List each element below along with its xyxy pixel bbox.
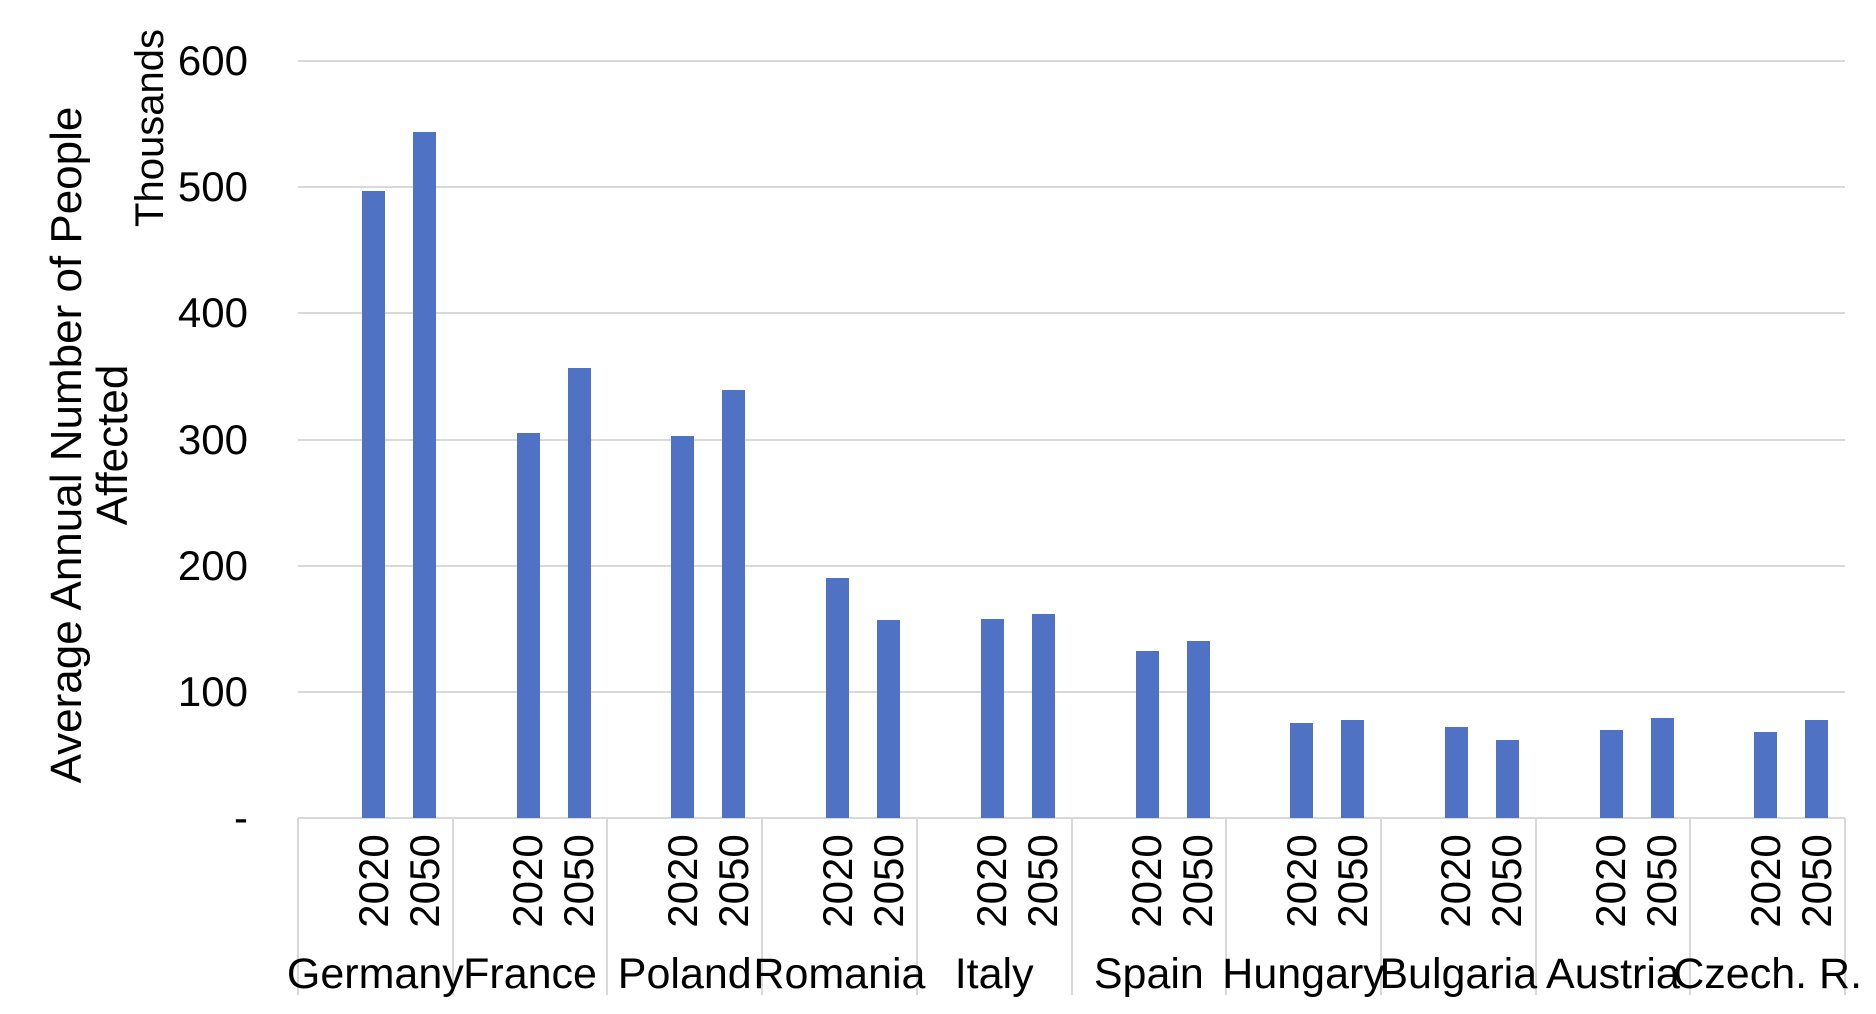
x-year-label: 2050	[1019, 834, 1067, 928]
x-country-label: Poland	[617, 950, 752, 998]
bar-2020	[516, 433, 540, 818]
x-year-label: 2050	[1638, 834, 1686, 928]
x-country-label: Spain	[1093, 950, 1204, 998]
category-separator	[1070, 818, 1073, 995]
category-separator	[1534, 818, 1537, 995]
y-gridline	[298, 564, 1845, 567]
category-separator	[1225, 818, 1228, 995]
bar-2020	[826, 578, 850, 818]
bar-2050	[1031, 613, 1055, 818]
category-separator	[1689, 818, 1692, 995]
category-separator	[606, 818, 609, 995]
x-year-label: 2050	[864, 834, 912, 928]
x-country-label: Italy	[954, 950, 1034, 998]
bar-2020	[1599, 729, 1623, 818]
y-gridline	[298, 690, 1845, 693]
x-country-label: Hungary	[1222, 950, 1385, 998]
x-country-label: France	[463, 950, 597, 998]
bar-2020	[671, 435, 695, 818]
y-tick-label: 200	[177, 541, 248, 589]
y-tick-label: 400	[177, 289, 248, 337]
x-country-label: Bulgaria	[1379, 950, 1538, 998]
bar-2050	[1495, 739, 1519, 818]
y-tick-label: 100	[177, 667, 248, 715]
x-country-label: Austria	[1546, 950, 1680, 998]
y-gridline	[298, 312, 1845, 315]
category-separator	[915, 818, 918, 995]
bar-2050	[567, 367, 591, 818]
y-tick-label: 300	[177, 415, 248, 463]
x-country-label: Czech. R.	[1673, 950, 1863, 998]
category-separator	[761, 818, 764, 995]
x-country-label: Germany	[286, 950, 464, 998]
category-separator	[451, 818, 454, 995]
x-year-label: 2050	[1792, 834, 1840, 928]
bar-2020	[362, 190, 385, 818]
x-year-label: 2020	[813, 834, 861, 928]
x-year-label: 2020	[968, 834, 1016, 928]
x-year-label: 2020	[658, 834, 706, 928]
x-year-label: 2050	[555, 834, 603, 928]
x-year-label: 2020	[1587, 834, 1635, 928]
x-year-label: 2020	[349, 834, 397, 928]
x-year-label: 2050	[709, 834, 757, 928]
bar-2020	[1290, 723, 1314, 818]
x-year-label: 2050	[1328, 834, 1376, 928]
bar-2020	[1444, 727, 1468, 818]
bar-2020	[980, 618, 1004, 818]
category-separator	[297, 818, 299, 995]
category-separator	[1379, 818, 1382, 995]
x-year-label: 2020	[1432, 834, 1480, 928]
x-year-label: 2050	[400, 834, 448, 928]
y-gridline	[298, 438, 1845, 441]
y-gridline	[298, 60, 1845, 62]
bar-2050	[1805, 719, 1829, 818]
bar-2050	[722, 390, 746, 818]
x-year-label: 2020	[1123, 834, 1170, 928]
y-tick-label: 600	[177, 37, 248, 84]
y-tick-label: 500	[177, 163, 248, 211]
bar-2050	[413, 131, 436, 818]
y-gridline	[298, 186, 1845, 189]
bar-2020	[1754, 732, 1778, 818]
x-year-label: 2050	[1483, 834, 1531, 928]
category-separator	[1844, 818, 1846, 995]
bar-2050	[1186, 641, 1210, 818]
x-country-label: Romania	[753, 950, 926, 998]
bar-2020	[1135, 651, 1159, 818]
y-tick-label: -	[234, 794, 248, 841]
bar-2050	[877, 619, 901, 818]
x-year-label: 2050	[1174, 834, 1221, 928]
x-year-label: 2020	[1277, 834, 1325, 928]
bar-2050	[1650, 718, 1674, 818]
bar-2050	[1341, 719, 1365, 818]
x-year-label: 2020	[1741, 834, 1789, 928]
x-year-label: 2020	[504, 834, 552, 928]
